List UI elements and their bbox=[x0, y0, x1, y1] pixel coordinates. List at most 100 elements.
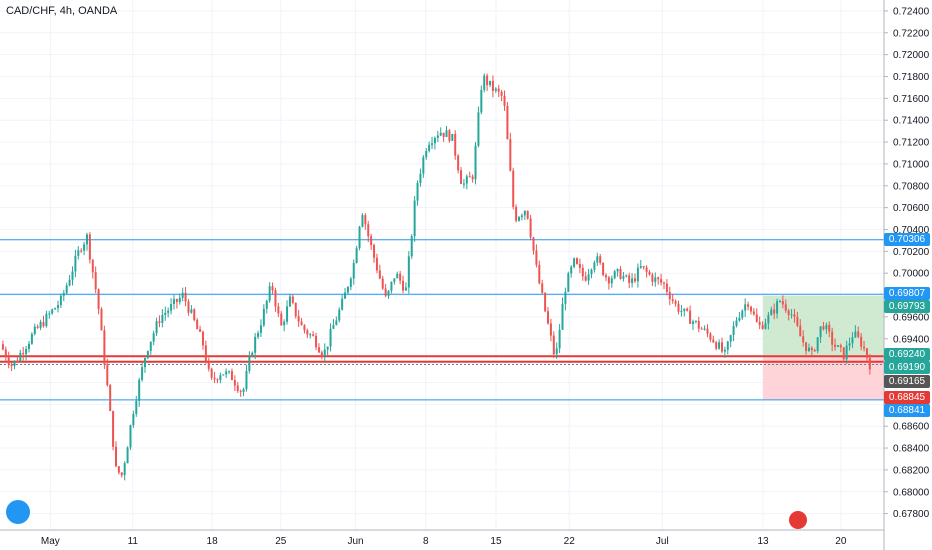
candle-body bbox=[764, 323, 767, 329]
candle-body bbox=[80, 250, 83, 252]
candle-body bbox=[547, 311, 550, 324]
price-tick-label: 0.69400 bbox=[893, 334, 930, 345]
candle-body bbox=[703, 328, 706, 330]
candle-body bbox=[715, 342, 718, 349]
price-tick-label: 0.67800 bbox=[893, 509, 930, 520]
candle-body bbox=[393, 278, 396, 282]
candle-body bbox=[19, 353, 22, 362]
candle-body bbox=[483, 75, 486, 90]
candle-body bbox=[773, 309, 776, 314]
price-tick-label: 0.72200 bbox=[893, 28, 930, 39]
candle-body bbox=[590, 269, 593, 275]
candle-body bbox=[599, 256, 602, 263]
candle-body bbox=[848, 343, 851, 346]
candle-body bbox=[784, 304, 787, 311]
candle-body bbox=[248, 356, 251, 371]
candle-body bbox=[378, 270, 381, 279]
candle-body bbox=[428, 144, 431, 151]
candle-body bbox=[544, 292, 547, 312]
canada-flag-icon[interactable] bbox=[789, 511, 807, 529]
candle-body bbox=[233, 380, 236, 386]
candle-body bbox=[549, 323, 552, 336]
candle-body bbox=[462, 183, 465, 185]
candle-body bbox=[178, 297, 181, 303]
candle-body bbox=[312, 334, 315, 336]
candle-body bbox=[854, 331, 857, 338]
candle-body bbox=[59, 295, 62, 306]
candle-body bbox=[813, 350, 816, 352]
candle-body bbox=[245, 370, 248, 390]
candle-body bbox=[152, 333, 155, 342]
price-tick-label: 0.70200 bbox=[893, 247, 930, 258]
candle-body bbox=[706, 328, 709, 334]
candle-body bbox=[561, 303, 564, 330]
candle-body bbox=[863, 346, 866, 349]
candle-body bbox=[486, 75, 489, 86]
candle-body bbox=[642, 266, 645, 268]
candle-body bbox=[364, 215, 367, 225]
price-tick-label: 0.71200 bbox=[893, 138, 930, 149]
candle-body bbox=[216, 379, 219, 381]
candle-body bbox=[787, 310, 790, 315]
candle-body bbox=[143, 358, 146, 368]
candle-body bbox=[120, 472, 123, 476]
candle-body bbox=[868, 357, 871, 370]
candle-body bbox=[564, 291, 567, 304]
price-tick-label: 0.68600 bbox=[893, 422, 930, 433]
tradingview-logo-icon[interactable] bbox=[6, 500, 30, 524]
candle-body bbox=[796, 316, 799, 326]
candle-body bbox=[674, 301, 677, 304]
price-tag-hline-top: 0.70306 bbox=[884, 233, 930, 246]
candle-body bbox=[126, 447, 129, 464]
candle-body bbox=[526, 210, 529, 219]
candle-body bbox=[819, 326, 822, 338]
candle-body bbox=[576, 258, 579, 264]
candle-body bbox=[413, 200, 416, 237]
candle-body bbox=[222, 374, 225, 376]
candle-body bbox=[433, 137, 436, 144]
candle-body bbox=[132, 413, 135, 426]
candle-body bbox=[648, 271, 651, 275]
candle-body bbox=[384, 288, 387, 296]
candle-body bbox=[439, 132, 442, 136]
candle-body bbox=[639, 266, 642, 268]
candle-body bbox=[689, 310, 692, 324]
candle-body bbox=[172, 299, 175, 305]
candle-body bbox=[112, 410, 115, 447]
candle-body bbox=[190, 309, 193, 313]
candle-body bbox=[700, 328, 703, 330]
candle-body bbox=[291, 296, 294, 303]
candle-body bbox=[36, 326, 39, 328]
candle-body bbox=[680, 311, 683, 313]
candle-body bbox=[790, 314, 793, 316]
candle-body bbox=[625, 275, 628, 277]
candle-body bbox=[74, 255, 77, 272]
candle-body bbox=[834, 344, 837, 347]
candle-body bbox=[509, 139, 512, 171]
candle-body bbox=[497, 88, 500, 92]
price-tick-label: 0.71600 bbox=[893, 94, 930, 105]
candle-body bbox=[654, 277, 657, 282]
candle-body bbox=[718, 342, 721, 349]
candle-body bbox=[578, 263, 581, 268]
price-tag-hline-low: 0.68841 bbox=[884, 404, 930, 417]
candle-body bbox=[45, 313, 48, 327]
candle-body bbox=[416, 182, 419, 201]
candle-body bbox=[776, 301, 779, 314]
candle-body bbox=[149, 341, 152, 351]
candle-body bbox=[1, 344, 4, 350]
candle-body bbox=[738, 317, 741, 321]
price-tag-level-low: 0.69190 bbox=[884, 361, 930, 374]
candle-body bbox=[135, 400, 138, 414]
candle-body bbox=[636, 267, 639, 282]
price-tick-label: 0.71000 bbox=[893, 159, 930, 170]
candle-body bbox=[506, 105, 509, 140]
candle-body bbox=[799, 325, 802, 337]
candle-body bbox=[262, 308, 265, 326]
price-axis: 0.72400 0.72200 0.72000 0.71800 0.71600 0.714… bbox=[883, 0, 930, 550]
candle-body bbox=[161, 315, 164, 323]
time-tick-label: 15 bbox=[490, 536, 502, 547]
candle-body bbox=[344, 292, 347, 299]
candle-body bbox=[320, 352, 323, 357]
